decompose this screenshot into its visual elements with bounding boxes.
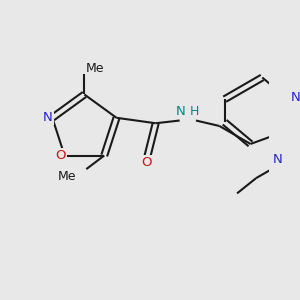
Text: H: H (189, 105, 199, 118)
Text: N: N (43, 111, 53, 124)
Text: O: O (55, 149, 65, 162)
Text: O: O (141, 157, 152, 169)
Text: N: N (175, 105, 185, 118)
Text: N: N (291, 91, 300, 103)
Text: Me: Me (58, 170, 76, 183)
Text: N: N (273, 153, 283, 166)
Text: Me: Me (85, 62, 104, 75)
